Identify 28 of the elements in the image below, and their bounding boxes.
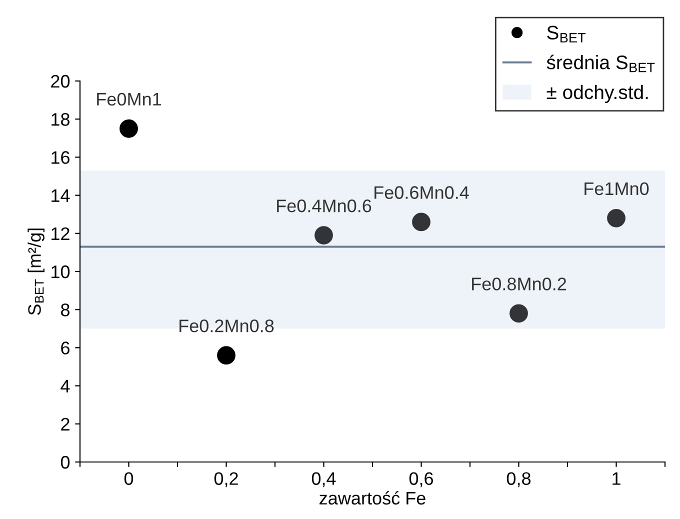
y-tick-label: 6 xyxy=(61,342,70,354)
legend-label: S$_{BET}$ xyxy=(547,26,586,42)
annotation: Fe0.6Mn0.4 xyxy=(374,186,469,199)
legend-label: ± odchy.std. xyxy=(546,84,648,103)
y-tick-label: 0 xyxy=(60,456,70,469)
annotation: Fe0Mn1 xyxy=(97,92,161,106)
x-tick-label: 0 xyxy=(124,472,134,485)
y-tick-label: 16 xyxy=(52,151,70,164)
x-tick-label: 0,4 xyxy=(312,472,336,488)
y-tick-label: 14 xyxy=(52,189,70,202)
y-tick-label: 10 xyxy=(52,265,70,278)
y-tick-label: 12 xyxy=(52,227,70,240)
x-tick-label: 0,2 xyxy=(214,472,238,488)
y-tick-label: 18 xyxy=(52,113,70,126)
y-tick-label: 8 xyxy=(61,304,70,316)
y-axis-title: S$_{BET}$ [m²/g] xyxy=(28,228,44,315)
x-tick-label: 0,8 xyxy=(506,472,531,488)
legend-label: średnia S$_{BET}$ xyxy=(546,54,655,72)
y-tick-label: 20 xyxy=(51,74,70,88)
x-tick-label: 0,6 xyxy=(409,472,434,488)
annotation: Fe0.8Mn0.2 xyxy=(472,278,566,290)
y-tick-label: 4 xyxy=(60,380,70,392)
annotation: Fe0.2Mn0.8 xyxy=(180,320,274,332)
x-axis-title: zawartość Fe xyxy=(320,491,426,505)
x-tick-label: 1 xyxy=(612,472,620,485)
annotation: Fe0.4Mn0.6 xyxy=(277,200,372,212)
y-tick-label: 2 xyxy=(61,418,70,430)
annotation: Fe1Mn0 xyxy=(584,182,649,196)
